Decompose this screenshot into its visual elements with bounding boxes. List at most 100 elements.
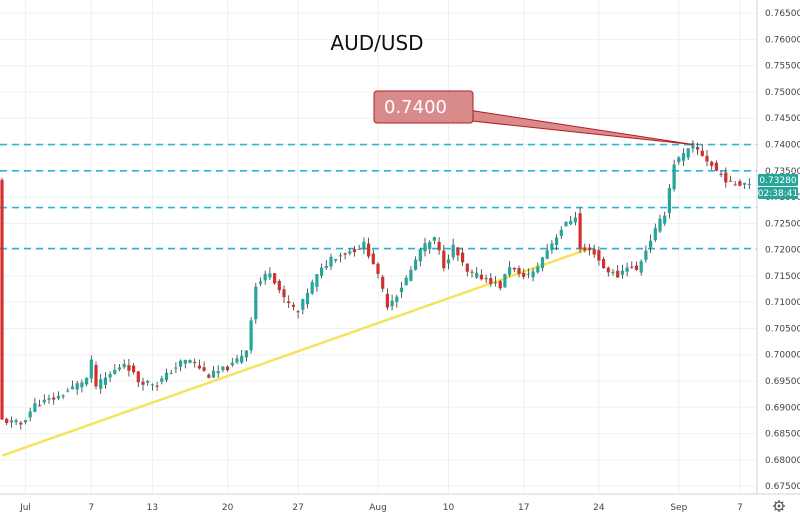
candle-body	[747, 184, 751, 186]
y-tick-label: 0.68000	[765, 456, 800, 466]
y-tick-label: 0.69500	[765, 377, 800, 387]
countdown-label: 02:38:41	[758, 189, 798, 199]
y-tick-label: 0.70000	[765, 351, 800, 361]
candle-body	[202, 367, 206, 371]
candle-body	[14, 420, 18, 423]
candle-body	[465, 263, 469, 272]
candle-body	[301, 299, 305, 310]
candle-body	[19, 422, 23, 425]
candle	[475, 267, 479, 279]
candle	[0, 177, 4, 421]
candle	[348, 248, 352, 256]
trendline-layer	[1, 247, 590, 457]
candle	[146, 379, 150, 386]
candle	[117, 363, 122, 372]
candle-body	[5, 418, 9, 424]
y-tick-label: 0.72000	[765, 246, 800, 256]
candle	[395, 294, 399, 308]
candle-body	[399, 287, 404, 293]
candle-body	[38, 405, 42, 407]
candle-body	[446, 259, 451, 264]
candle	[33, 397, 37, 413]
candle-body	[99, 379, 103, 389]
candle	[179, 359, 183, 372]
candle	[681, 148, 686, 166]
candle	[357, 244, 361, 250]
candle	[696, 142, 700, 156]
candle-body	[230, 362, 234, 366]
candle-body	[493, 282, 498, 284]
candle	[23, 419, 28, 425]
candle-body	[587, 247, 592, 251]
candle-body	[578, 213, 582, 250]
candle	[291, 302, 295, 311]
candle	[404, 275, 408, 286]
candle-body	[174, 367, 178, 369]
candle-body	[103, 377, 107, 385]
candle-body	[56, 395, 60, 399]
candle	[508, 261, 512, 277]
x-tick-label: Sep	[670, 503, 687, 513]
y-tick-label: 0.76500	[765, 9, 800, 19]
candle-body	[258, 281, 263, 284]
candle-body	[559, 229, 563, 236]
candle	[113, 364, 117, 375]
candle	[376, 261, 380, 279]
candle-body	[52, 397, 56, 400]
candle	[263, 270, 267, 285]
candle-body	[268, 273, 272, 278]
candle-body	[681, 152, 686, 161]
candle-body	[418, 249, 422, 262]
x-tick-label: 10	[443, 503, 455, 513]
candle	[381, 274, 385, 293]
y-tick-label: 0.69000	[765, 403, 800, 413]
candle-body	[710, 161, 714, 166]
candle-body	[305, 292, 310, 305]
candle	[423, 237, 427, 257]
candle-body	[536, 266, 540, 273]
candle	[399, 281, 404, 298]
candle-body	[235, 358, 239, 363]
candle	[75, 380, 79, 395]
candle-body	[428, 241, 432, 249]
x-tick-label: 27	[292, 503, 303, 513]
candle-body	[315, 274, 319, 287]
candle	[197, 359, 201, 370]
candle-body	[555, 237, 559, 245]
candle	[512, 267, 516, 273]
candle	[743, 182, 747, 189]
candle-body	[291, 304, 295, 307]
y-tick-label: 0.73500	[765, 167, 800, 177]
candle-body	[70, 386, 75, 390]
candle	[268, 267, 272, 281]
candle	[136, 370, 140, 388]
candle	[428, 240, 432, 254]
candle-body	[728, 180, 733, 182]
candle-body	[42, 399, 46, 403]
candle-body	[117, 367, 122, 370]
candle-body	[470, 271, 474, 273]
candle-body	[329, 256, 333, 267]
candle-body	[414, 259, 418, 270]
candle	[61, 394, 65, 400]
candle	[193, 358, 197, 368]
candle	[211, 365, 216, 379]
candle-body	[733, 184, 737, 186]
candle	[498, 279, 502, 291]
candle	[592, 244, 596, 258]
candle-body	[564, 221, 568, 226]
candle	[221, 366, 225, 373]
candle	[141, 377, 145, 391]
y-tick-label: 0.68500	[765, 430, 800, 440]
candle	[235, 354, 239, 365]
candle-body	[150, 384, 154, 386]
settings-gear-icon[interactable]	[773, 500, 785, 512]
candle-body	[461, 252, 465, 263]
y-tick-label: 0.74000	[765, 141, 800, 151]
candle-body	[164, 372, 169, 381]
candle	[625, 262, 629, 277]
candle-body	[409, 269, 413, 281]
candle	[240, 350, 244, 364]
candle-body	[197, 365, 201, 369]
